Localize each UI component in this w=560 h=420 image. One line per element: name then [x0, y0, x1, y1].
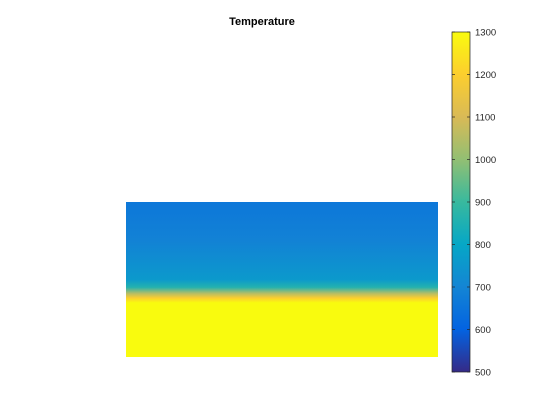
temperature-field — [126, 202, 438, 357]
colorbar-tick-label: 700 — [475, 283, 491, 294]
colorbar-tick-label: 500 — [475, 368, 491, 379]
temperature-field-image — [126, 202, 438, 357]
colorbar-tick-label: 900 — [475, 198, 491, 209]
colorbar-tick-label: 1000 — [475, 155, 496, 166]
colorbar-ticks: 500 600 700 800 900 1000 1100 1200 1300 — [452, 28, 496, 379]
colorbar-tick-label: 1200 — [475, 70, 496, 81]
colorbar: 500 600 700 800 900 1000 1100 1200 1300 — [451, 28, 496, 379]
colorbar-tick-label: 1100 — [475, 113, 495, 124]
colorbar-tick-label: 1300 — [475, 28, 496, 39]
colorbar-tick-label: 600 — [475, 325, 491, 336]
colorbar-gradient — [452, 32, 470, 372]
chart-title: Temperature — [229, 16, 295, 28]
colorbar-tick-label: 800 — [475, 240, 491, 251]
